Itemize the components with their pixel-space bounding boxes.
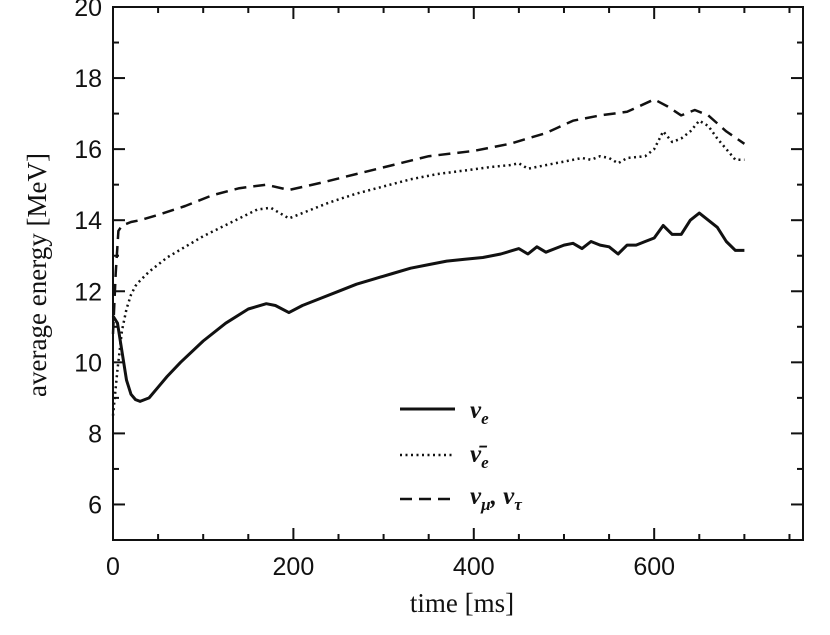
y-tick-label: 14 <box>74 207 102 235</box>
x-tick-label: 0 <box>106 553 120 581</box>
legend-item-anti-nu-e: ν̄e <box>400 441 489 472</box>
plot-frame <box>112 6 804 541</box>
y-tick-label: 20 <box>74 0 102 22</box>
x-tick-label: 400 <box>453 553 495 581</box>
series-line-dashed <box>111 98 746 334</box>
legend-item-nu-mu-tau: νμ, ντ <box>400 483 522 514</box>
series-layer <box>111 98 746 416</box>
x-axis-title: time [ms] <box>410 588 514 618</box>
legend-label-nu-e: νe <box>470 397 489 428</box>
x-tick-label: 600 <box>633 553 675 581</box>
legend-label-nu-mu-tau: νμ, ντ <box>470 483 522 514</box>
y-tick-label: 18 <box>74 65 102 93</box>
legend-label-anti-nu-e: ν̄e <box>470 441 489 472</box>
series-line-dotted <box>111 119 745 416</box>
legend: νe ν̄e νμ, ντ <box>400 397 522 514</box>
y-tick-label: 12 <box>74 278 102 306</box>
x-tick-label: 200 <box>273 553 315 581</box>
tick-marks <box>112 6 803 541</box>
y-tick-label: 8 <box>88 420 102 448</box>
legend-item-nu-e: νe <box>400 397 489 428</box>
y-tick-label: 16 <box>74 136 102 164</box>
y-tick-label: 10 <box>74 349 102 377</box>
y-tick-label: 6 <box>88 491 102 519</box>
series-line-solid <box>111 211 745 403</box>
y-axis-title: average energy [MeV] <box>22 153 52 397</box>
